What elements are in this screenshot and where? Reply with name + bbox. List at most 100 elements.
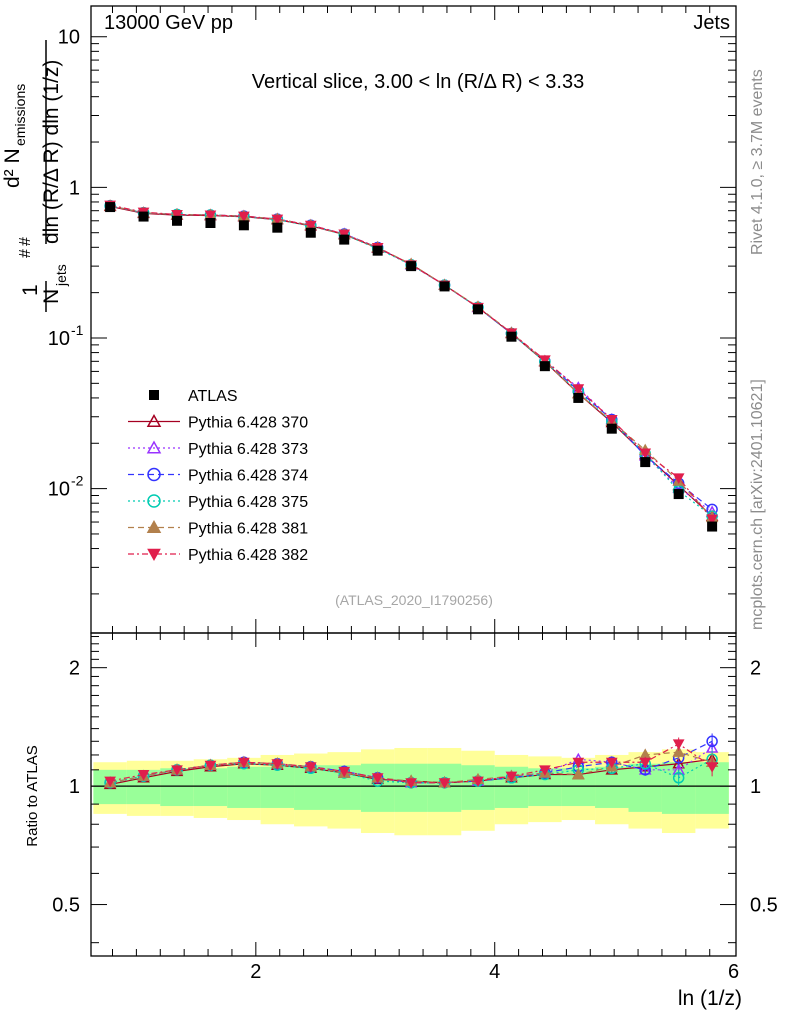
data-point: [473, 304, 483, 315]
legend-label: Pythia 6.428 373: [188, 441, 308, 458]
data-point: [272, 222, 283, 233]
x-axis-label: ln (1/z): [678, 987, 742, 1010]
series-marker-main: [706, 514, 718, 526]
rivet-label: Rivet 4.1.0, ≥ 3.7M events: [749, 69, 766, 255]
header-right: Jets: [693, 12, 730, 34]
legend-label: Pythia 6.428 382: [188, 547, 308, 564]
series-marker-ratio: [572, 757, 585, 769]
series-marker-ratio: [304, 762, 317, 773]
series-marker-ratio: [104, 776, 116, 788]
series-marker-main: [539, 355, 551, 366]
stat-uncertainty-band: [193, 768, 228, 807]
legend-marker: [146, 440, 162, 454]
series-marker-ratio: [505, 771, 518, 783]
legend-marker-atlas: [149, 390, 159, 400]
y-tick-label: 1: [69, 177, 80, 199]
legend-label: Pythia 6.428 370: [188, 415, 308, 432]
ratio-tick-label-right: 1: [750, 776, 761, 798]
svg-text:emissions: emissions: [12, 84, 28, 146]
legend-marker: [147, 548, 161, 562]
series-marker-ratio: [371, 773, 384, 784]
svg-text:jets: jets: [53, 264, 69, 287]
x-tick-label: 4: [489, 961, 500, 983]
x-tick-label: 6: [728, 961, 739, 983]
data-point: [138, 211, 149, 222]
y-tick-label: 10: [58, 27, 80, 49]
stat-uncertainty-band: [360, 763, 395, 812]
data-point: [205, 218, 216, 229]
legend-marker: [147, 494, 161, 508]
analysis-label: (ATLAS_2020_I1790256): [335, 592, 493, 608]
ratio-tick-label: 0.5: [52, 895, 80, 917]
legend-label: Pythia 6.428 375: [188, 494, 308, 511]
series-marker-main: [304, 220, 317, 232]
series-marker-ratio: [539, 765, 551, 776]
data-point: [339, 234, 350, 245]
svg-text:dln (R/Δ R) dln (1/z): dln (R/Δ R) dln (1/z): [40, 60, 63, 244]
stat-uncertainty-band: [227, 766, 261, 808]
legend-label: ATLAS: [188, 388, 238, 405]
data-point: [238, 220, 249, 231]
data-point: [573, 392, 584, 403]
data-point: [506, 331, 517, 342]
ratio-tick-label-right: 2: [750, 658, 761, 680]
legend-label: Pythia 6.428 374: [188, 468, 308, 485]
data-point: [606, 423, 617, 434]
y-tick-label: 10: [48, 479, 70, 501]
svg-text:N: N: [40, 289, 63, 304]
series-marker-main: [271, 214, 284, 226]
legend-label: Pythia 6.428 381: [188, 521, 308, 538]
series-line-main: [109, 205, 713, 510]
data-point: [640, 457, 651, 468]
data-point: [406, 261, 417, 272]
series-marker-main: [171, 210, 183, 221]
data-point: [372, 245, 383, 256]
series-marker-ratio: [572, 768, 585, 780]
ratio-tick-label-right: 0.5: [750, 895, 778, 917]
data-point: [172, 215, 182, 226]
y-tick-label-exponent: -1: [71, 322, 84, 338]
series-marker-ratio: [204, 760, 217, 772]
data-point: [707, 521, 718, 532]
slice-title: Vertical slice, 3.00 < ln (R/Δ R) < 3.33: [252, 71, 584, 93]
legend: ATLAS Pythia 6.428 370 Pythia 6.428 373 Pyt…: [128, 388, 308, 564]
svg-text:#: #: [17, 249, 34, 258]
legend-marker: [146, 413, 162, 428]
data-point: [105, 202, 116, 213]
stat-uncertainty-band: [260, 766, 295, 808]
series-marker-ratio: [405, 778, 417, 789]
data-point: [439, 281, 450, 292]
series-line-main: [109, 205, 713, 513]
x-tick-label: 2: [250, 961, 261, 983]
series-marker-main: [639, 448, 652, 459]
series-marker-ratio: [271, 759, 284, 770]
ratio-frame: [90, 632, 737, 957]
series-marker-main: [572, 384, 585, 395]
series-marker-main: [672, 473, 685, 484]
stat-uncertainty-band: [461, 765, 495, 810]
ratio-tick-label: 1: [69, 776, 80, 798]
data-point: [673, 489, 684, 500]
svg-text:d² N: d² N: [1, 148, 24, 188]
ratio-tick-label: 2: [69, 658, 80, 680]
y-axis-label: # 1 N jets # d² N emissions dln (R/Δ R) …: [1, 40, 69, 312]
series-marker-ratio: [238, 757, 250, 769]
legend-marker: [147, 467, 161, 482]
main-frame: [90, 5, 737, 634]
svg-text:#: #: [17, 237, 34, 246]
y-tick-label: 10: [48, 328, 70, 350]
series-marker-ratio: [338, 766, 351, 778]
series-marker-ratio: [438, 778, 451, 789]
legend-marker: [146, 519, 162, 534]
mcplots-label: mcplots.cern.ch [arXiv:2401.10621]: [749, 379, 766, 630]
svg-text:1: 1: [19, 284, 42, 296]
ratio-y-label: Ratio to ATLAS: [24, 745, 41, 846]
series-marker-main: [605, 415, 618, 426]
data-point: [305, 227, 316, 238]
series-marker-ratio: [472, 776, 484, 788]
ratio-plot: 2 4 6 0.5 0.5 1 1 2 2: [52, 632, 778, 983]
y-tick-label-exponent: -2: [71, 473, 84, 489]
header-left: 13000 GeV pp: [104, 12, 233, 34]
